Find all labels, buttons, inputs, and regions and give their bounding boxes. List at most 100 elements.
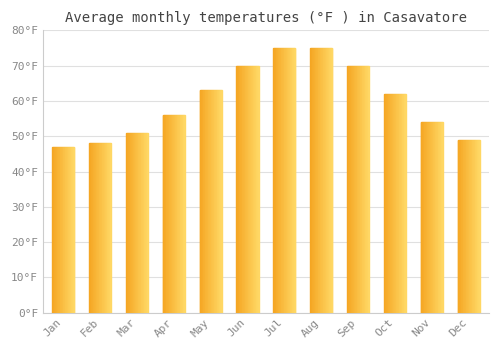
Bar: [240, 66, 241, 313]
Bar: [128, 133, 129, 313]
Bar: [364, 66, 366, 313]
Bar: [210, 90, 212, 313]
Bar: [91, 143, 92, 313]
Bar: [420, 122, 422, 313]
Bar: [126, 133, 148, 313]
Bar: [291, 48, 292, 313]
Bar: [401, 94, 402, 313]
Bar: [358, 66, 359, 313]
Bar: [442, 122, 443, 313]
Bar: [89, 143, 90, 313]
Bar: [96, 143, 97, 313]
Bar: [62, 147, 63, 313]
Bar: [140, 133, 141, 313]
Bar: [432, 122, 433, 313]
Bar: [325, 48, 326, 313]
Bar: [58, 147, 59, 313]
Bar: [474, 140, 476, 313]
Bar: [464, 140, 465, 313]
Bar: [181, 115, 182, 313]
Bar: [98, 143, 100, 313]
Bar: [241, 66, 242, 313]
Bar: [285, 48, 286, 313]
Bar: [274, 48, 275, 313]
Bar: [366, 66, 367, 313]
Bar: [317, 48, 318, 313]
Bar: [387, 94, 388, 313]
Bar: [171, 115, 172, 313]
Bar: [392, 94, 394, 313]
Bar: [182, 115, 184, 313]
Bar: [103, 143, 104, 313]
Bar: [462, 140, 464, 313]
Bar: [348, 66, 349, 313]
Bar: [350, 66, 352, 313]
Bar: [200, 90, 222, 313]
Bar: [255, 66, 256, 313]
Bar: [214, 90, 215, 313]
Bar: [138, 133, 139, 313]
Bar: [139, 133, 140, 313]
Bar: [290, 48, 291, 313]
Bar: [388, 94, 389, 313]
Bar: [425, 122, 426, 313]
Bar: [52, 147, 74, 313]
Bar: [162, 115, 185, 313]
Bar: [324, 48, 325, 313]
Bar: [397, 94, 398, 313]
Bar: [238, 66, 240, 313]
Bar: [431, 122, 432, 313]
Bar: [478, 140, 479, 313]
Bar: [355, 66, 356, 313]
Bar: [310, 48, 311, 313]
Bar: [73, 147, 74, 313]
Bar: [251, 66, 252, 313]
Bar: [204, 90, 205, 313]
Bar: [172, 115, 173, 313]
Bar: [256, 66, 257, 313]
Bar: [426, 122, 428, 313]
Bar: [319, 48, 320, 313]
Bar: [64, 147, 66, 313]
Bar: [326, 48, 327, 313]
Bar: [312, 48, 313, 313]
Bar: [110, 143, 111, 313]
Bar: [59, 147, 60, 313]
Bar: [144, 133, 145, 313]
Bar: [311, 48, 312, 313]
Bar: [106, 143, 108, 313]
Bar: [215, 90, 216, 313]
Bar: [165, 115, 166, 313]
Bar: [131, 133, 132, 313]
Bar: [420, 122, 443, 313]
Bar: [470, 140, 471, 313]
Bar: [55, 147, 56, 313]
Bar: [67, 147, 68, 313]
Bar: [90, 143, 91, 313]
Bar: [70, 147, 72, 313]
Bar: [278, 48, 279, 313]
Bar: [458, 140, 459, 313]
Bar: [176, 115, 178, 313]
Bar: [179, 115, 180, 313]
Bar: [289, 48, 290, 313]
Bar: [174, 115, 176, 313]
Bar: [108, 143, 109, 313]
Title: Average monthly temperatures (°F ) in Casavatore: Average monthly temperatures (°F ) in Ca…: [65, 11, 467, 25]
Bar: [132, 133, 134, 313]
Bar: [276, 48, 277, 313]
Bar: [353, 66, 354, 313]
Bar: [396, 94, 397, 313]
Bar: [246, 66, 247, 313]
Bar: [69, 147, 70, 313]
Bar: [170, 115, 171, 313]
Bar: [201, 90, 202, 313]
Bar: [242, 66, 243, 313]
Bar: [391, 94, 392, 313]
Bar: [437, 122, 438, 313]
Bar: [440, 122, 442, 313]
Bar: [384, 94, 406, 313]
Bar: [143, 133, 144, 313]
Bar: [252, 66, 254, 313]
Bar: [178, 115, 179, 313]
